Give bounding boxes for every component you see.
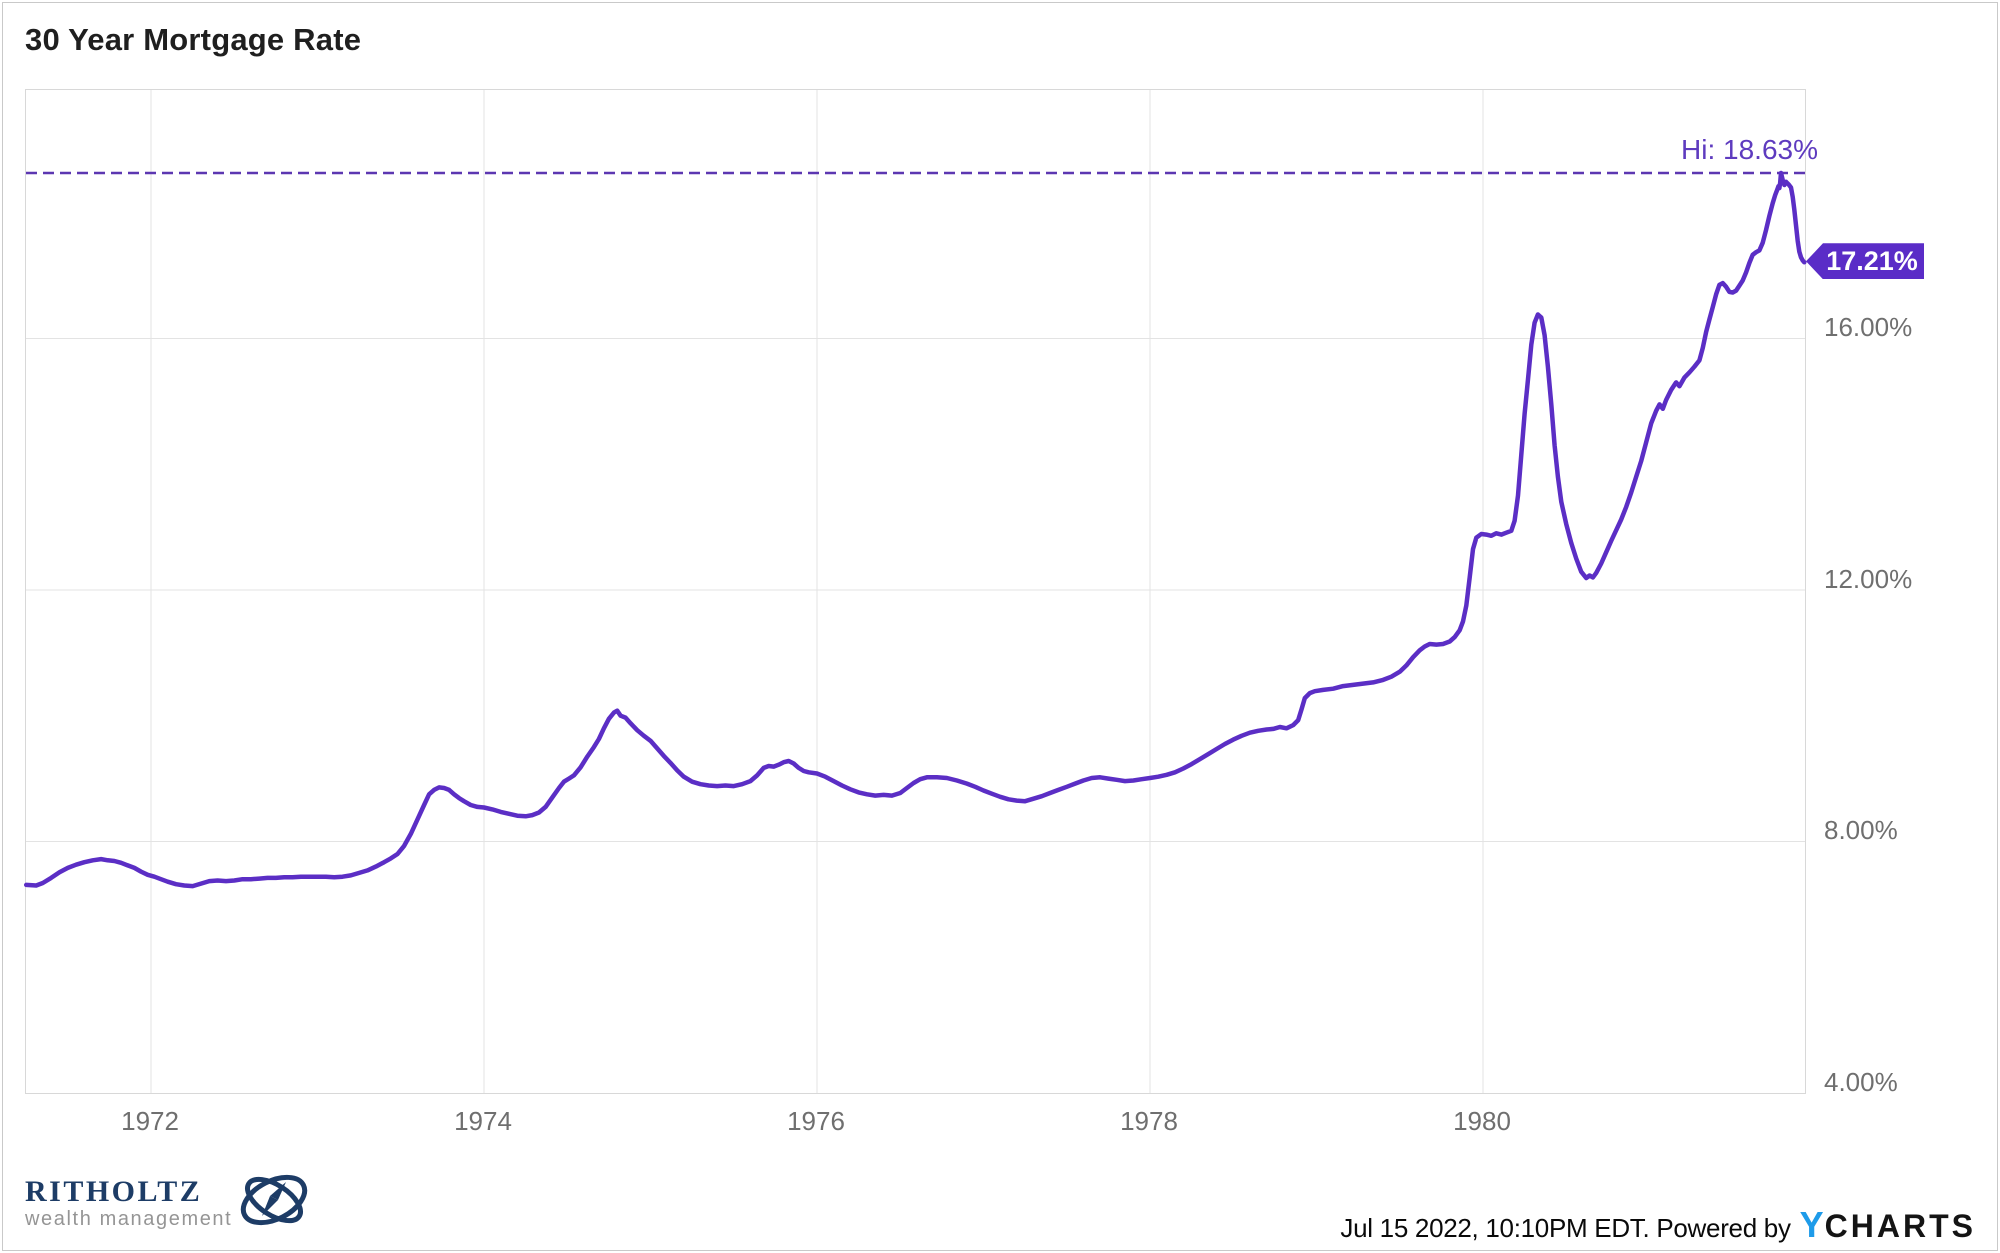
ycharts-logo: Y CHARTS <box>1800 1204 1976 1246</box>
chart-title: 30 Year Mortgage Rate <box>25 22 362 57</box>
x-tick-label: 1972 <box>121 1106 179 1136</box>
y-tick-label: 12.00% <box>1824 563 1913 594</box>
y-tick-label: 8.00% <box>1824 815 1898 846</box>
ritholtz-wordmark: RITHOLTZ <box>25 1174 203 1208</box>
ycharts-y-glyph: Y <box>1799 1204 1825 1245</box>
x-tick-label: 1974 <box>454 1106 512 1136</box>
last-value-label: 17.21% <box>1826 245 1918 276</box>
last-value-badge: 17.21% <box>1806 243 1924 280</box>
ycharts-wordmark: CHARTS <box>1824 1208 1976 1244</box>
ritholtz-logo: RITHOLTZ wealth management <box>25 1172 314 1234</box>
rate-line-chart <box>23 90 1807 1093</box>
globe-icon <box>241 1174 308 1226</box>
y-tick-label: 16.00% <box>1824 312 1913 343</box>
footer-attribution: Jul 15 2022, 10:10PM EDT. Powered by Y C… <box>1340 1204 1976 1246</box>
y-tick-label: 4.00% <box>1824 1067 1898 1097</box>
x-tick-label: 1976 <box>787 1106 845 1136</box>
timestamp: Jul 15 2022, 10:10PM EDT. Powered by <box>1340 1213 1791 1243</box>
x-tick-label: 1978 <box>1120 1106 1178 1136</box>
ritholtz-subtitle: wealth management <box>25 1207 233 1230</box>
x-tick-label: 1980 <box>1453 1106 1511 1136</box>
high-annotation-label: Hi: 18.63% <box>1681 134 1818 165</box>
rate-line <box>23 170 1807 889</box>
plot-area <box>23 89 1807 1094</box>
